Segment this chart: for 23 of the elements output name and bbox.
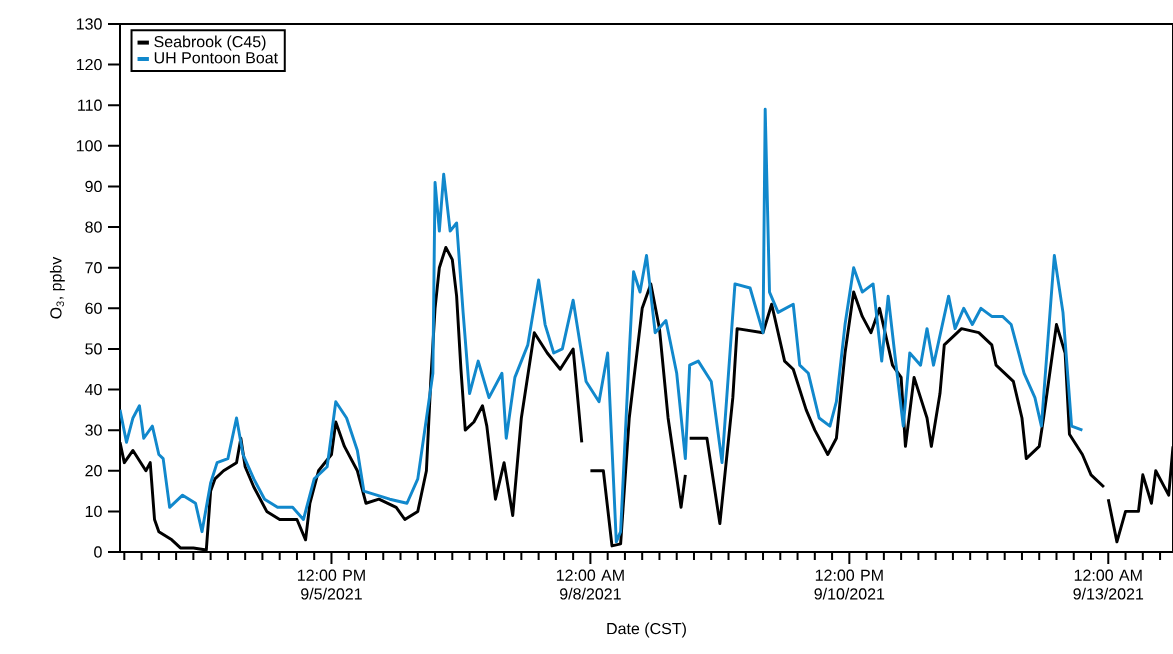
- y-tick-label: 20: [85, 465, 102, 477]
- y-axis-title: O$_{3}$, ppbv: [49, 256, 65, 319]
- legend-label: UH Pontoon Boat: [154, 52, 278, 64]
- y-tick-label: 50: [85, 343, 102, 355]
- line-series: [120, 107, 1084, 544]
- x-tick-label: 12:00 PM 9/10/2021: [814, 569, 885, 600]
- y-tick-label: 70: [85, 262, 102, 274]
- y-tick-label: 80: [85, 221, 102, 233]
- y-tick-label: 0: [94, 546, 102, 558]
- x-tick-label: 12:00 PM 9/5/2021: [297, 569, 365, 600]
- y-tick-label: 10: [85, 505, 102, 518]
- y-tick-label: 100: [76, 140, 102, 152]
- y-tick-label: 30: [85, 424, 102, 436]
- x-tick-label: 12:00 AM 9/13/2021: [1073, 569, 1144, 600]
- x-tick-label: 12:00 AM 9/8/2021: [556, 569, 624, 600]
- y-tick-label: 60: [85, 302, 102, 314]
- y-tick-label: 110: [78, 99, 102, 111]
- x-axis-title: Date (CST): [607, 622, 686, 638]
- y-tick-label: 40: [84, 383, 102, 396]
- y-tick-label: 90: [85, 180, 102, 193]
- legend-label: Seabrook (C45): [154, 35, 266, 51]
- y-tick-label: 130: [76, 18, 102, 30]
- y-tick-label: 120: [76, 58, 102, 71]
